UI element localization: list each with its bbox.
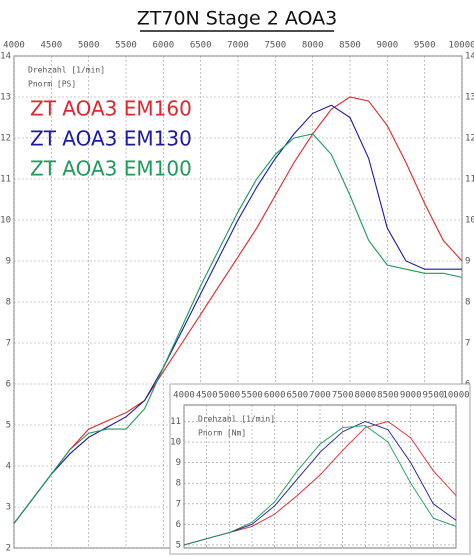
x-tick-label: 7000	[309, 391, 331, 401]
y-tick-label: 6	[6, 380, 11, 390]
x-tick-label: 10000	[448, 41, 474, 51]
y-axis-label: Pnorm [Nm]	[198, 429, 246, 438]
data-line	[13, 96, 463, 524]
y-tick-label: 2	[6, 544, 11, 554]
legend-entry: ZT AOA3 EM100	[30, 157, 192, 181]
x-tick-label: 4000	[173, 391, 195, 401]
x-axis-label: Drehzahl [1/min]	[198, 415, 275, 424]
x-tick-label: 6500	[190, 41, 212, 51]
y-tick-label: 7	[176, 499, 181, 509]
x-tick-label: 9000	[376, 41, 398, 51]
x-tick-label: 10000	[442, 391, 469, 401]
x-tick-label: 4500	[40, 41, 62, 51]
y-tick-label: 13	[0, 93, 11, 103]
x-tick-label: 4000	[3, 41, 25, 51]
y-tick-label: 14	[0, 52, 11, 62]
y-tick-label: 9	[6, 257, 11, 267]
x-tick-label: 5000	[218, 391, 240, 401]
y-tick-label: 11	[465, 175, 474, 185]
x-tick-label: 4500	[196, 391, 218, 401]
x-tick-label: 9500	[414, 41, 436, 51]
y-tick-label: 7	[6, 339, 11, 349]
x-tick-label: 8500	[377, 391, 399, 401]
y-tick-label: 5	[6, 421, 11, 431]
x-tick-label: 9500	[422, 391, 444, 401]
y-tick-label: 11	[170, 417, 181, 427]
y-axis-label: Pnorm [PS]	[28, 80, 76, 89]
x-axis-label: Drehzahl [1/min]	[28, 66, 105, 75]
x-tick-label: 6500	[286, 391, 308, 401]
y-tick-label: 5	[176, 540, 181, 550]
x-tick-label: 8500	[339, 41, 361, 51]
y-tick-label: 6	[176, 520, 181, 530]
x-tick-label: 5000	[78, 41, 100, 51]
y-tick-label: 10	[170, 438, 181, 448]
x-tick-label: 8000	[302, 41, 324, 51]
data-line	[13, 104, 462, 524]
y-tick-label: 12	[465, 134, 474, 144]
x-tick-label: 7000	[227, 41, 249, 51]
x-tick-label: 9000	[400, 391, 422, 401]
x-tick-label: 7500	[332, 391, 354, 401]
data-line	[183, 425, 457, 546]
chart-title: ZT70N Stage 2 AOA3	[137, 8, 338, 30]
legend-entry: ZT AOA3 EM160	[30, 97, 192, 121]
x-tick-label: 7500	[264, 41, 286, 51]
y-tick-label: 3	[6, 503, 11, 513]
legend-entry: ZT AOA3 EM130	[30, 127, 192, 151]
x-tick-label: 6000	[264, 391, 286, 401]
y-tick-label: 8	[6, 298, 11, 308]
data-line	[13, 133, 463, 524]
y-tick-label: 10	[465, 216, 474, 226]
x-tick-label: 5500	[115, 41, 137, 51]
y-tick-label: 7	[465, 339, 470, 349]
x-tick-label: 8000	[354, 391, 376, 401]
y-tick-label: 9	[465, 257, 470, 267]
y-tick-label: 12	[0, 134, 11, 144]
y-tick-label: 13	[465, 93, 474, 103]
y-tick-label: 8	[465, 298, 470, 308]
y-tick-label: 8	[176, 479, 181, 489]
y-tick-label: 10	[0, 216, 11, 226]
x-tick-label: 5500	[241, 391, 263, 401]
y-tick-label: 9	[176, 458, 181, 468]
y-tick-label: 11	[0, 175, 11, 185]
y-tick-label: 14	[465, 52, 474, 62]
x-tick-label: 6000	[152, 41, 174, 51]
y-tick-label: 4	[6, 462, 11, 472]
